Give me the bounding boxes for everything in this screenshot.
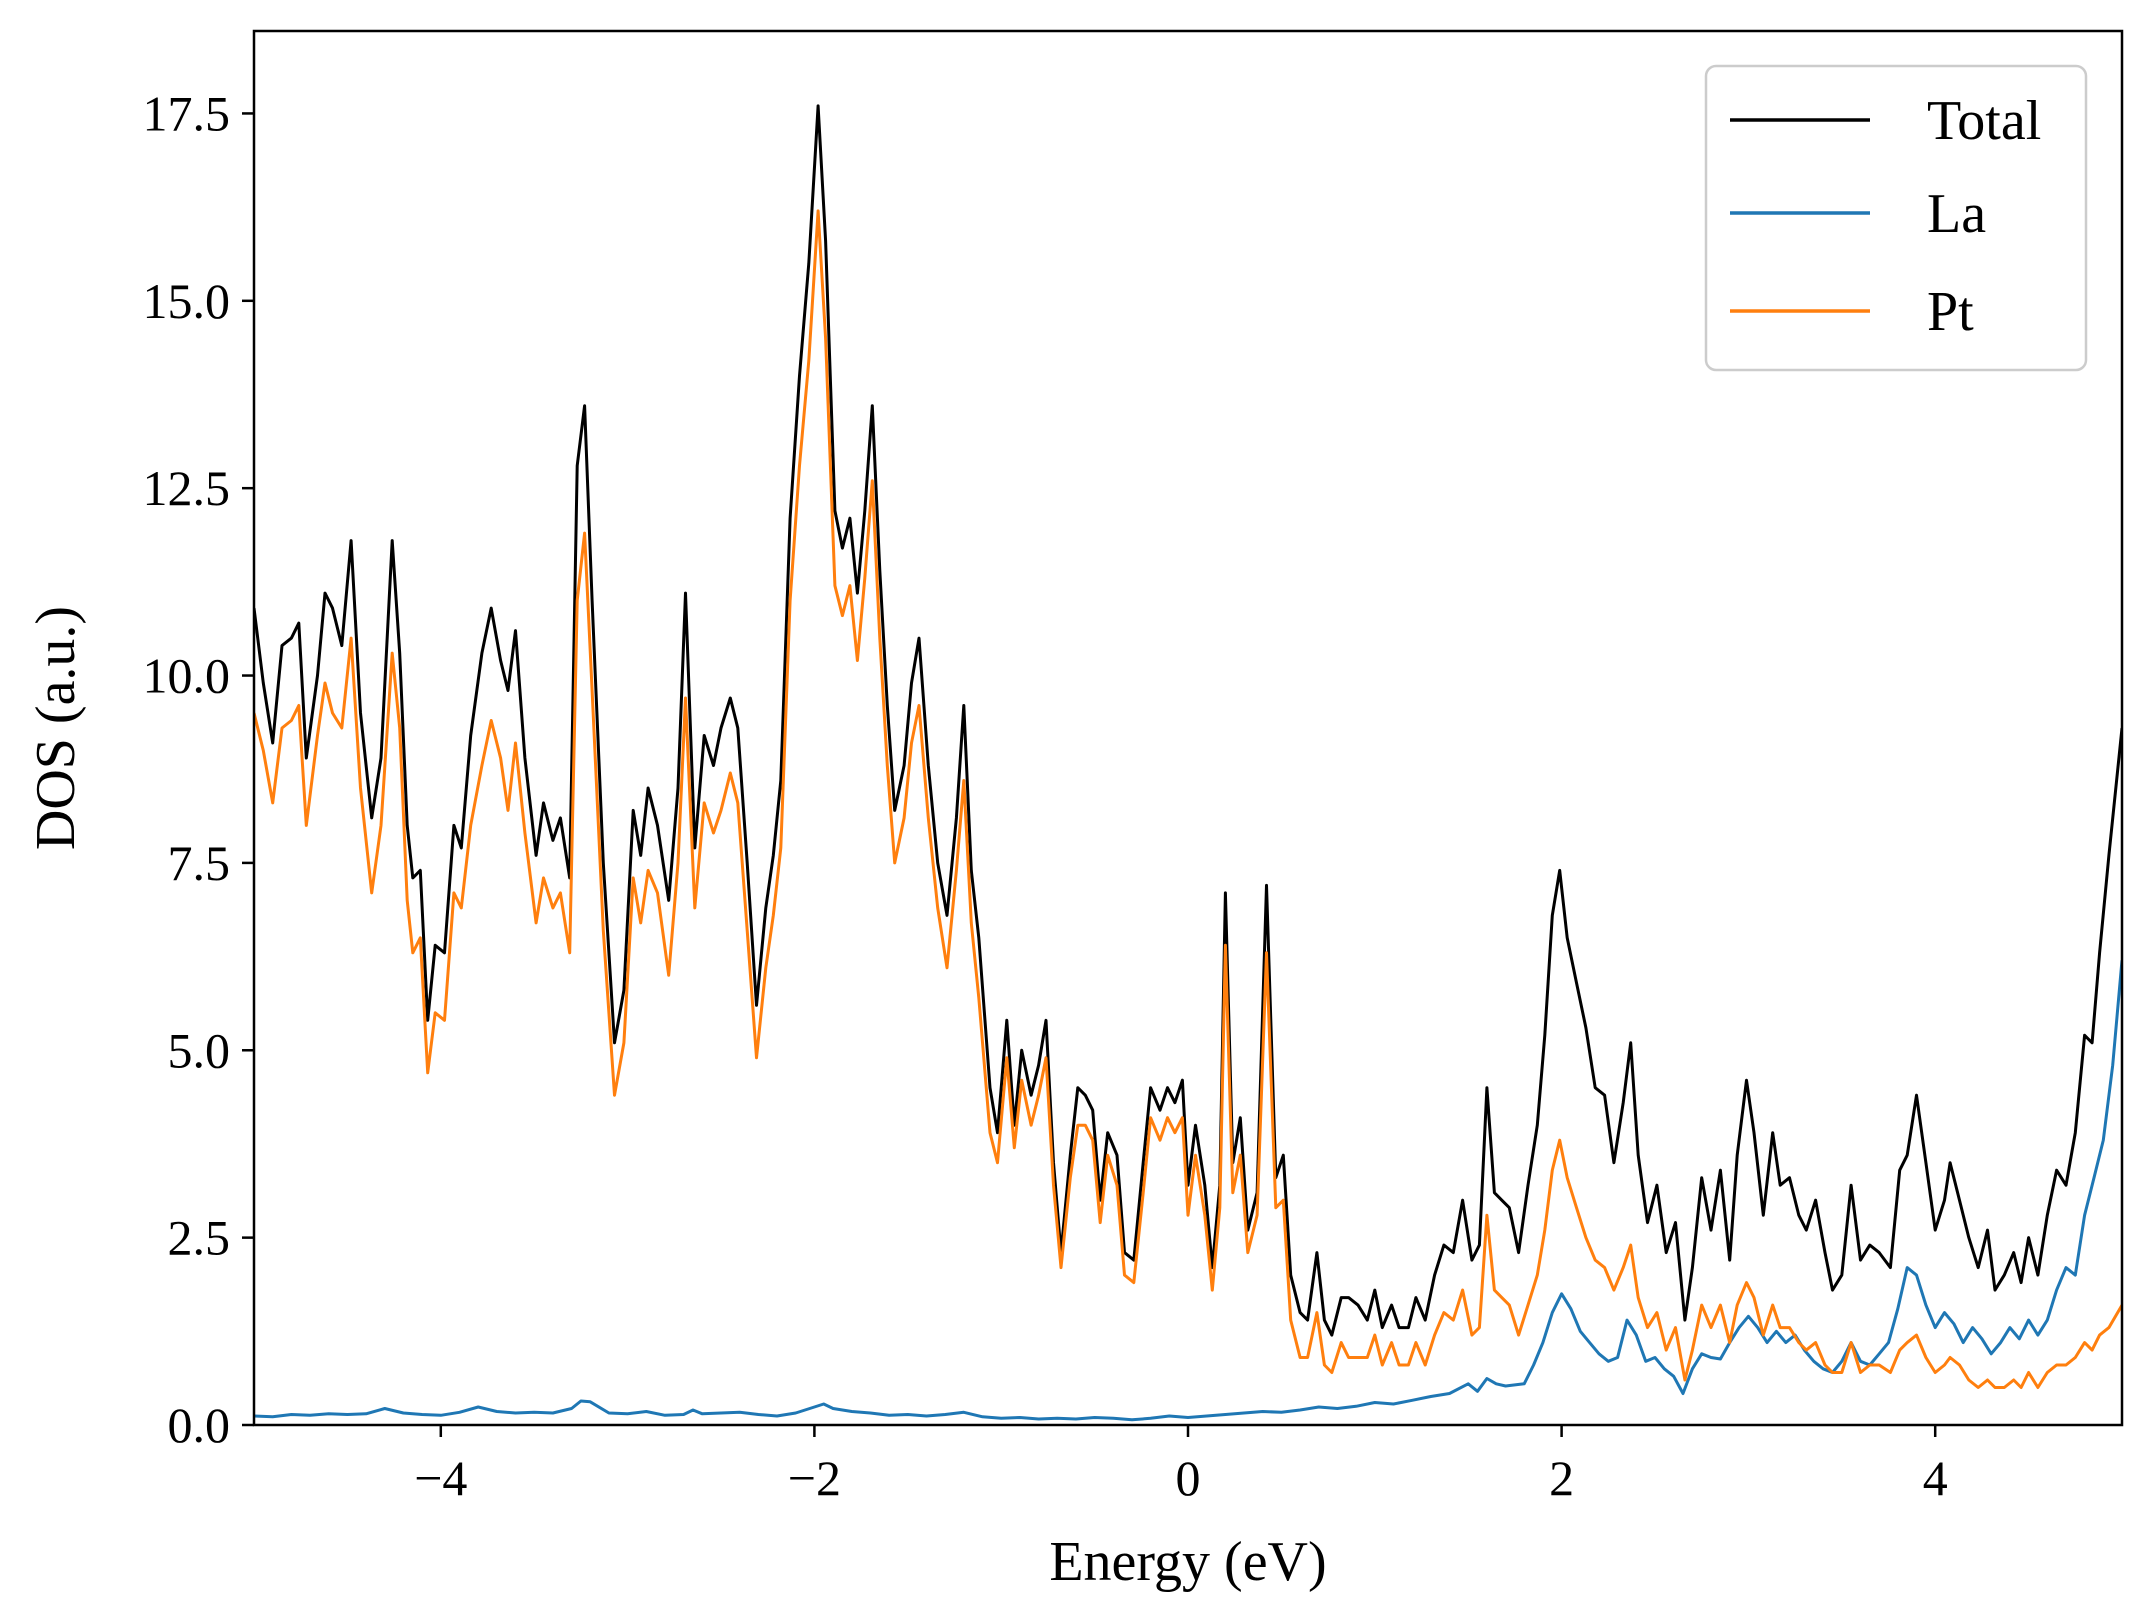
legend-label-pt: Pt [1927,281,1974,343]
legend-label-la: La [1927,183,1986,245]
y-axis: 0.0 2.5 5.0 7.5 10.0 12.5 15.0 17.5 [143,85,254,1453]
x-axis: −4 −2 0 2 4 [414,1425,1948,1506]
y-tick-label: 0.0 [168,1397,231,1453]
series-line-total [254,104,2122,1337]
x-tick-label: 2 [1549,1450,1574,1506]
series-layer [254,104,2122,1422]
y-tick-label: 7.5 [168,835,231,891]
y-tick-label: 15.0 [143,273,231,329]
y-tick-label: 10.0 [143,648,231,704]
legend-label-total: Total [1927,90,2041,152]
x-tick-label: −4 [414,1450,467,1506]
x-tick-label: −2 [788,1450,841,1506]
legend: Total La Pt [1704,64,2088,372]
x-tick-label: 4 [1923,1450,1948,1506]
series-line-la [254,960,2122,1422]
y-tick-label: 17.5 [143,85,231,141]
y-tick-label: 5.0 [168,1022,231,1078]
x-axis-label: Energy (eV) [1049,1531,1326,1593]
legend-box [1704,64,2088,372]
series-line-pt [254,209,2122,1389]
x-tick-label: 0 [1176,1450,1201,1506]
y-tick-label: 12.5 [143,460,231,516]
y-axis-label: DOS (a.u.) [25,606,87,850]
y-tick-label: 2.5 [168,1210,231,1266]
